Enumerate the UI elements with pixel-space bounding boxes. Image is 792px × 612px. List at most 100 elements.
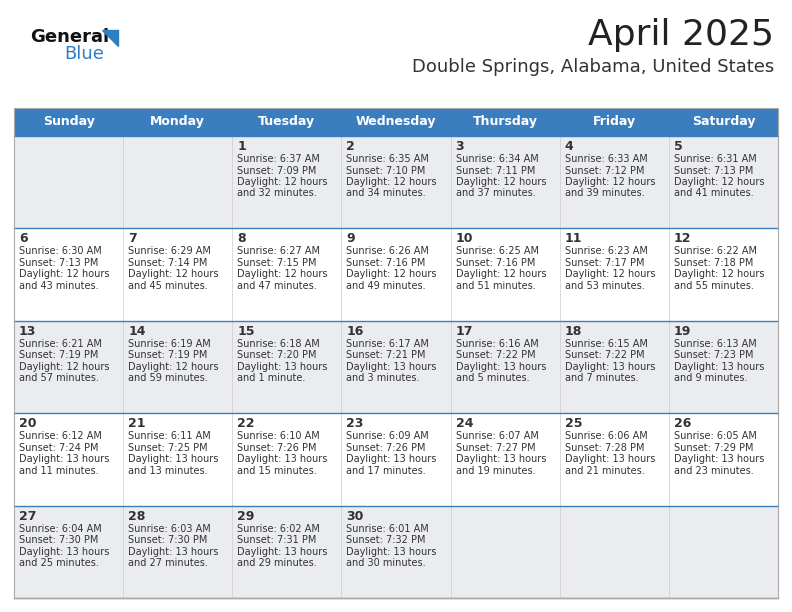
Text: Sunset: 7:26 PM: Sunset: 7:26 PM xyxy=(346,442,426,453)
Text: Daylight: 12 hours: Daylight: 12 hours xyxy=(674,269,764,280)
Text: 17: 17 xyxy=(455,325,473,338)
Text: Sunset: 7:25 PM: Sunset: 7:25 PM xyxy=(128,442,208,453)
Text: 26: 26 xyxy=(674,417,691,430)
Text: Sunrise: 6:29 AM: Sunrise: 6:29 AM xyxy=(128,247,211,256)
Text: Daylight: 12 hours: Daylight: 12 hours xyxy=(238,269,328,280)
Text: Sunset: 7:16 PM: Sunset: 7:16 PM xyxy=(455,258,535,268)
Text: Sunset: 7:29 PM: Sunset: 7:29 PM xyxy=(674,442,753,453)
Text: and 55 minutes.: and 55 minutes. xyxy=(674,281,754,291)
Text: Daylight: 13 hours: Daylight: 13 hours xyxy=(565,362,655,372)
Text: Sunrise: 6:30 AM: Sunrise: 6:30 AM xyxy=(19,247,101,256)
Text: and 51 minutes.: and 51 minutes. xyxy=(455,281,535,291)
Text: and 45 minutes.: and 45 minutes. xyxy=(128,281,208,291)
Text: Sunrise: 6:26 AM: Sunrise: 6:26 AM xyxy=(346,247,429,256)
Text: and 34 minutes.: and 34 minutes. xyxy=(346,188,426,198)
Text: 27: 27 xyxy=(19,510,36,523)
Text: and 13 minutes.: and 13 minutes. xyxy=(128,466,208,476)
Bar xyxy=(14,321,778,413)
Text: Sunrise: 6:10 AM: Sunrise: 6:10 AM xyxy=(238,431,320,441)
Text: Daylight: 12 hours: Daylight: 12 hours xyxy=(565,269,655,280)
Text: Sunset: 7:13 PM: Sunset: 7:13 PM xyxy=(674,165,753,176)
Text: Sunrise: 6:22 AM: Sunrise: 6:22 AM xyxy=(674,247,757,256)
Text: Daylight: 12 hours: Daylight: 12 hours xyxy=(19,362,109,372)
Text: Daylight: 13 hours: Daylight: 13 hours xyxy=(674,362,764,372)
Text: Sunrise: 6:27 AM: Sunrise: 6:27 AM xyxy=(238,247,320,256)
Bar xyxy=(14,136,778,228)
Text: Daylight: 13 hours: Daylight: 13 hours xyxy=(238,547,328,556)
Text: Sunset: 7:15 PM: Sunset: 7:15 PM xyxy=(238,258,317,268)
Text: Daylight: 12 hours: Daylight: 12 hours xyxy=(455,269,546,280)
Text: Daylight: 13 hours: Daylight: 13 hours xyxy=(565,454,655,464)
Text: 6: 6 xyxy=(19,233,28,245)
Text: Daylight: 12 hours: Daylight: 12 hours xyxy=(346,177,437,187)
Text: Sunrise: 6:15 AM: Sunrise: 6:15 AM xyxy=(565,339,648,349)
Text: 19: 19 xyxy=(674,325,691,338)
Text: Sunrise: 6:17 AM: Sunrise: 6:17 AM xyxy=(346,339,429,349)
Text: Sunrise: 6:13 AM: Sunrise: 6:13 AM xyxy=(674,339,756,349)
Text: Daylight: 13 hours: Daylight: 13 hours xyxy=(346,362,437,372)
Text: Sunset: 7:13 PM: Sunset: 7:13 PM xyxy=(19,258,98,268)
Text: 7: 7 xyxy=(128,233,137,245)
Text: Blue: Blue xyxy=(64,45,104,63)
Text: Sunrise: 6:37 AM: Sunrise: 6:37 AM xyxy=(238,154,320,164)
Text: Daylight: 12 hours: Daylight: 12 hours xyxy=(346,269,437,280)
Text: 23: 23 xyxy=(346,417,364,430)
Text: and 39 minutes.: and 39 minutes. xyxy=(565,188,645,198)
Text: 9: 9 xyxy=(346,233,355,245)
Text: Daylight: 12 hours: Daylight: 12 hours xyxy=(19,269,109,280)
Text: Daylight: 12 hours: Daylight: 12 hours xyxy=(238,177,328,187)
Text: 11: 11 xyxy=(565,233,582,245)
Text: Sunrise: 6:03 AM: Sunrise: 6:03 AM xyxy=(128,524,211,534)
Bar xyxy=(14,506,778,598)
Text: Wednesday: Wednesday xyxy=(356,116,436,129)
Text: 3: 3 xyxy=(455,140,464,153)
Text: Sunset: 7:20 PM: Sunset: 7:20 PM xyxy=(238,350,317,360)
Text: Sunday: Sunday xyxy=(43,116,94,129)
Text: and 37 minutes.: and 37 minutes. xyxy=(455,188,535,198)
Text: Sunrise: 6:21 AM: Sunrise: 6:21 AM xyxy=(19,339,102,349)
Text: Sunset: 7:14 PM: Sunset: 7:14 PM xyxy=(128,258,208,268)
Polygon shape xyxy=(102,30,118,46)
Text: Sunset: 7:12 PM: Sunset: 7:12 PM xyxy=(565,165,644,176)
Text: Daylight: 13 hours: Daylight: 13 hours xyxy=(128,547,219,556)
Text: Sunset: 7:24 PM: Sunset: 7:24 PM xyxy=(19,442,98,453)
Text: and 15 minutes.: and 15 minutes. xyxy=(238,466,317,476)
Text: General: General xyxy=(30,28,109,46)
Text: Daylight: 13 hours: Daylight: 13 hours xyxy=(128,454,219,464)
Text: Sunset: 7:28 PM: Sunset: 7:28 PM xyxy=(565,442,644,453)
Text: Sunrise: 6:23 AM: Sunrise: 6:23 AM xyxy=(565,247,648,256)
Text: and 27 minutes.: and 27 minutes. xyxy=(128,558,208,568)
Text: and 19 minutes.: and 19 minutes. xyxy=(455,466,535,476)
Text: and 3 minutes.: and 3 minutes. xyxy=(346,373,420,383)
Text: Sunrise: 6:34 AM: Sunrise: 6:34 AM xyxy=(455,154,539,164)
Text: Sunrise: 6:33 AM: Sunrise: 6:33 AM xyxy=(565,154,648,164)
Text: Sunset: 7:23 PM: Sunset: 7:23 PM xyxy=(674,350,753,360)
Text: and 21 minutes.: and 21 minutes. xyxy=(565,466,645,476)
Text: Sunset: 7:30 PM: Sunset: 7:30 PM xyxy=(128,535,208,545)
Text: Daylight: 13 hours: Daylight: 13 hours xyxy=(238,362,328,372)
Text: and 7 minutes.: and 7 minutes. xyxy=(565,373,638,383)
Text: Daylight: 13 hours: Daylight: 13 hours xyxy=(238,454,328,464)
Text: Sunset: 7:31 PM: Sunset: 7:31 PM xyxy=(238,535,317,545)
Bar xyxy=(14,108,778,136)
Text: and 23 minutes.: and 23 minutes. xyxy=(674,466,754,476)
Text: Sunset: 7:09 PM: Sunset: 7:09 PM xyxy=(238,165,317,176)
Text: 15: 15 xyxy=(238,325,255,338)
Text: Sunset: 7:17 PM: Sunset: 7:17 PM xyxy=(565,258,644,268)
Text: 10: 10 xyxy=(455,233,473,245)
Text: Sunrise: 6:06 AM: Sunrise: 6:06 AM xyxy=(565,431,648,441)
Text: Sunset: 7:32 PM: Sunset: 7:32 PM xyxy=(346,535,426,545)
Text: Sunrise: 6:12 AM: Sunrise: 6:12 AM xyxy=(19,431,102,441)
Bar xyxy=(14,108,778,598)
Text: 18: 18 xyxy=(565,325,582,338)
Bar xyxy=(14,413,778,506)
Text: Daylight: 13 hours: Daylight: 13 hours xyxy=(19,547,109,556)
Text: 22: 22 xyxy=(238,417,255,430)
Text: 2: 2 xyxy=(346,140,355,153)
Text: Double Springs, Alabama, United States: Double Springs, Alabama, United States xyxy=(412,58,774,76)
Text: and 41 minutes.: and 41 minutes. xyxy=(674,188,753,198)
Text: Daylight: 12 hours: Daylight: 12 hours xyxy=(128,269,219,280)
Text: Daylight: 13 hours: Daylight: 13 hours xyxy=(455,454,546,464)
Text: and 5 minutes.: and 5 minutes. xyxy=(455,373,529,383)
Text: Sunset: 7:10 PM: Sunset: 7:10 PM xyxy=(346,165,426,176)
